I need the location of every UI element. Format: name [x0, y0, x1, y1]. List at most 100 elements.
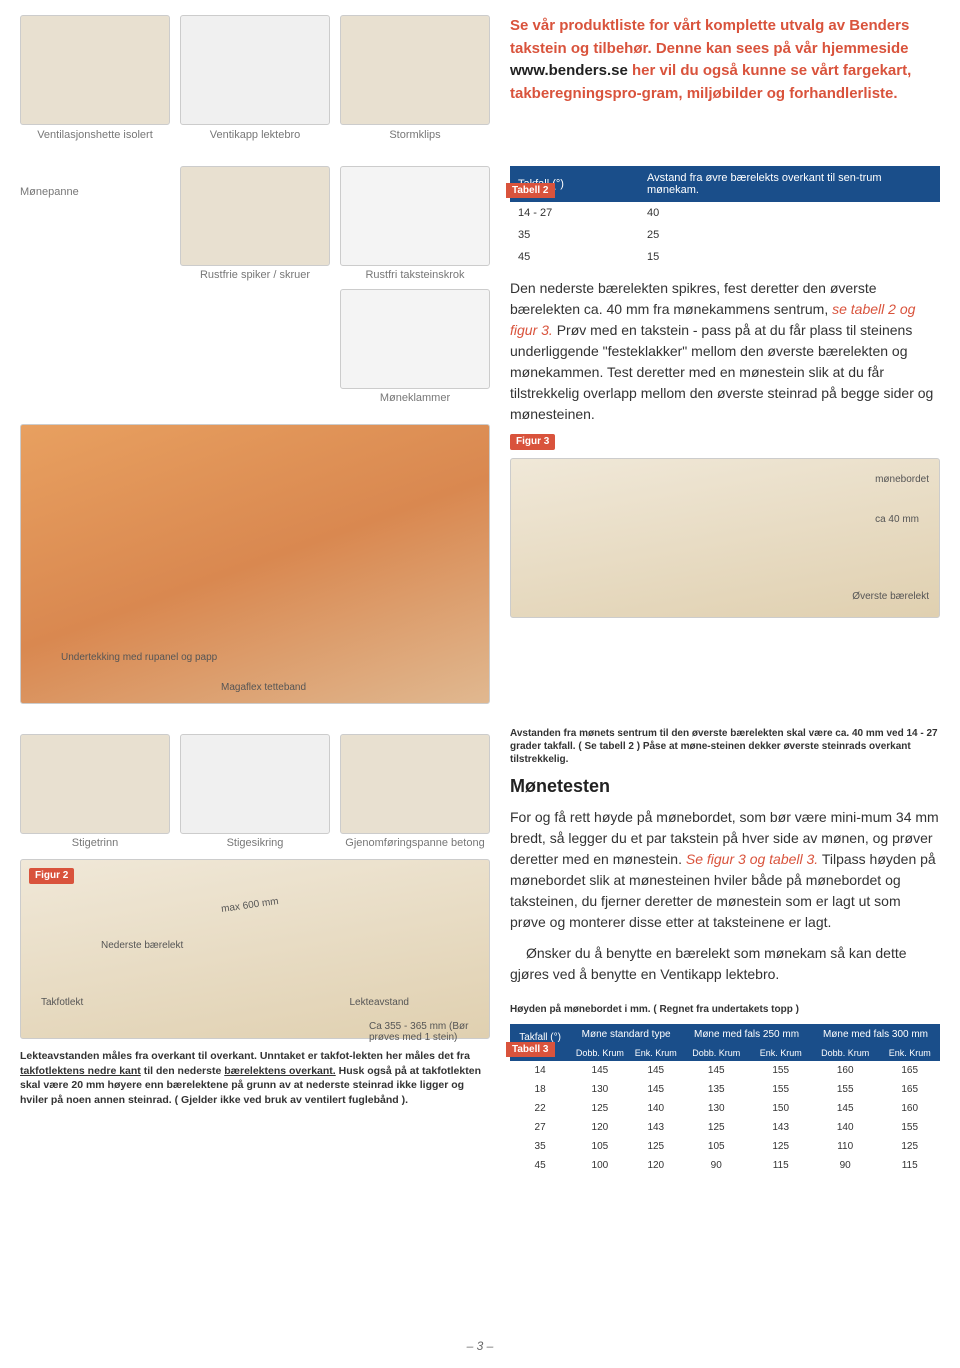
- lower-section: Stigetrinn Stigesikring Gjenomføringspan…: [20, 719, 940, 1175]
- table-row: 35105125105125110125: [510, 1137, 940, 1156]
- cell: 115: [879, 1156, 940, 1175]
- cell: 40: [639, 202, 940, 224]
- label-monebordet: mønebordet: [875, 474, 929, 485]
- table-row: 22125140130150145160: [510, 1099, 940, 1118]
- table-3: Takfall (°) Tabell 3 Møne standard type …: [510, 1024, 940, 1175]
- th-sub: Dobb. Krum: [811, 1045, 879, 1061]
- cell: 35: [510, 1137, 570, 1156]
- table-row: 14145145145155160165: [510, 1061, 940, 1080]
- heading-monetesten: Mønetesten: [510, 776, 940, 797]
- product-label: Stigesikring: [180, 837, 330, 849]
- product-card: Stormklips: [340, 15, 490, 141]
- cell: 25: [639, 224, 940, 246]
- cell: 145: [811, 1099, 879, 1118]
- product-label: Gjenomføringspanne betong: [340, 837, 490, 849]
- cell: 165: [879, 1061, 940, 1080]
- label-takfotlekt: Takfotlekt: [41, 997, 83, 1008]
- figure-3-illustration: mønebordet ca 40 mm Øverste bærelekt: [510, 458, 940, 618]
- product-row-3: Stigetrinn Stigesikring Gjenomføringspan…: [20, 734, 490, 849]
- product-image: [180, 166, 330, 266]
- table2-tag: Tabell 2: [506, 183, 555, 198]
- cell: 140: [630, 1099, 682, 1118]
- cell: 22: [510, 1099, 570, 1118]
- cell: 125: [630, 1137, 682, 1156]
- cell: 155: [811, 1080, 879, 1099]
- th-sub: Enk. Krum: [630, 1045, 682, 1061]
- cell: 14: [510, 1061, 570, 1080]
- cell: 145: [630, 1061, 682, 1080]
- monetesten-p1: For og få rett høyde på mønebordet, som …: [510, 807, 940, 933]
- cell: 165: [879, 1080, 940, 1099]
- cell: 125: [750, 1137, 811, 1156]
- th-takfall: Takfall (°): [519, 1032, 561, 1043]
- mid-left-col: Mønepanne Rustfrie spiker / skruer Rustf…: [20, 166, 490, 704]
- th-sub: Dobb. Krum: [682, 1045, 750, 1061]
- table-row: 18130145135155155165: [510, 1080, 940, 1099]
- table-row: 4515: [510, 246, 940, 268]
- figure-3-tag: Figur 3: [510, 434, 555, 450]
- lekte-note: Lekteavstanden måles fra overkant til ov…: [20, 1049, 490, 1108]
- table3-caption: Høyden på mønebordet i mm. ( Regnet fra …: [510, 1003, 940, 1016]
- product-image: [340, 289, 490, 389]
- table-2: Takfall (°) Tabell 2 Avstand fra øvre bæ…: [510, 166, 940, 268]
- text: til den nederste: [141, 1065, 224, 1077]
- cell: 35: [510, 224, 639, 246]
- page-number: – 3 –: [467, 1339, 494, 1353]
- product-label: Rustfri taksteinskrok: [340, 269, 490, 281]
- cell: 110: [811, 1137, 879, 1156]
- product-image: [20, 734, 170, 834]
- product-card: Stigetrinn: [20, 734, 170, 849]
- table-row: 3525: [510, 224, 940, 246]
- cell: 145: [570, 1061, 629, 1080]
- text-emphasis: Se figur 3 og tabell 3.: [686, 851, 818, 867]
- th-sub: Enk. Krum: [750, 1045, 811, 1061]
- cell: 120: [570, 1118, 629, 1137]
- product-label: Stormklips: [340, 129, 490, 141]
- th-sub: Dobb. Krum: [570, 1045, 629, 1061]
- product-card: Ventilasjonshette isolert: [20, 15, 170, 141]
- lower-right-col: Avstanden fra mønets sentrum til den øve…: [500, 719, 940, 1175]
- label-undertekking: Undertekking med rupanel og papp: [61, 652, 217, 663]
- cell: 125: [879, 1137, 940, 1156]
- cell: 15: [639, 246, 940, 268]
- product-label: Stigetrinn: [20, 837, 170, 849]
- product-image: [180, 15, 330, 125]
- text-underline: takfotlektens nedre kant: [20, 1065, 141, 1077]
- intro-paragraph: Se vår produktliste for vårt komplette u…: [500, 15, 940, 141]
- figure-2-tag: Figur 2: [29, 868, 74, 884]
- product-label: Møneklammer: [340, 392, 490, 404]
- cell: 130: [570, 1080, 629, 1099]
- text: Den nederste bærelekten spikres, fest de…: [510, 280, 877, 317]
- text: Figur 2: [35, 870, 68, 881]
- lower-left-col: Stigetrinn Stigesikring Gjenomføringspan…: [20, 719, 490, 1175]
- cell: 45: [510, 1156, 570, 1175]
- cell: 145: [682, 1061, 750, 1080]
- cell: 125: [682, 1118, 750, 1137]
- figure-2-illustration: Figur 2 max 600 mm Nederste bærelekt Tak…: [20, 859, 490, 1039]
- table-row: 14 - 2740: [510, 202, 940, 224]
- cell: 160: [879, 1099, 940, 1118]
- table-row: 451001209011590115: [510, 1156, 940, 1175]
- product-card: Stigesikring: [180, 734, 330, 849]
- roof-illustration: Undertekking med rupanel og papp Magafle…: [20, 424, 490, 704]
- cell: 140: [811, 1118, 879, 1137]
- cell: 135: [682, 1080, 750, 1099]
- product-image: [340, 15, 490, 125]
- cell: 125: [570, 1099, 629, 1118]
- cell: 115: [750, 1156, 811, 1175]
- website-link[interactable]: www.benders.se: [510, 62, 628, 79]
- cell: 120: [630, 1156, 682, 1175]
- cell: 160: [811, 1061, 879, 1080]
- monetesten-p2: Ønsker du å benytte en bærelekt som møne…: [510, 943, 940, 985]
- monepanne-label: Mønepanne: [20, 186, 170, 198]
- table-row: 27120143125143140155: [510, 1118, 940, 1137]
- cell: 155: [750, 1061, 811, 1080]
- cell: 45: [510, 246, 639, 268]
- text-underline: bærelektens overkant.: [224, 1065, 335, 1077]
- cell: 155: [750, 1080, 811, 1099]
- cell: 14 - 27: [510, 202, 639, 224]
- body-paragraph-1: Den nederste bærelekten spikres, fest de…: [510, 278, 940, 425]
- product-card: Gjenomføringspanne betong: [340, 734, 490, 849]
- top-product-row: Ventilasjonshette isolert Ventikapp lekt…: [20, 15, 940, 141]
- product-label: Rustfrie spiker / skruer: [180, 269, 330, 281]
